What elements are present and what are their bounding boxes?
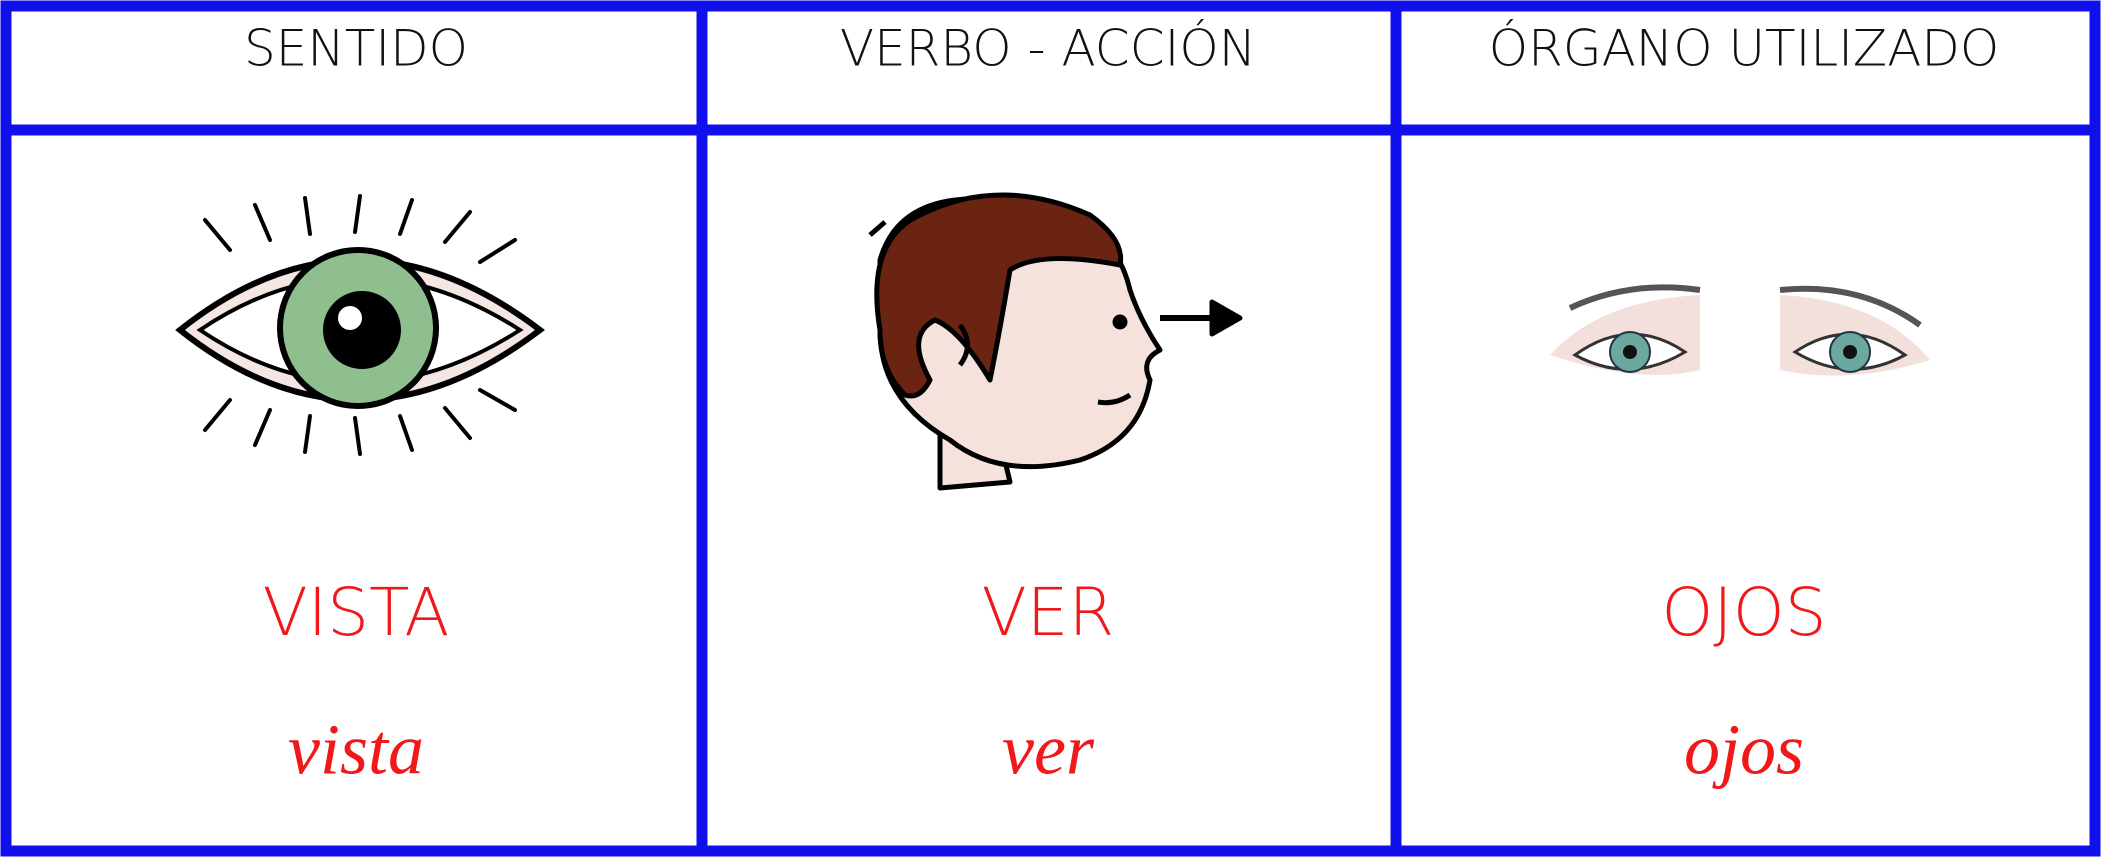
word-cursive: ojos [1684, 710, 1804, 790]
header-cell: SENTIDO [244, 20, 468, 78]
header-cell: VERBO - ACCIÓN [840, 19, 1256, 78]
header-cell: ÓRGANO UTILIZADO [1489, 19, 2000, 78]
eye-icon [175, 194, 545, 456]
eyes-icon [1550, 284, 1930, 376]
word-uppercase: VER [982, 574, 1115, 651]
word-cursive: vista [288, 710, 424, 790]
word-uppercase: OJOS [1661, 574, 1826, 651]
head-icon [868, 192, 1243, 491]
word-uppercase: VISTA [263, 574, 450, 651]
word-cursive: ver [1002, 710, 1095, 790]
